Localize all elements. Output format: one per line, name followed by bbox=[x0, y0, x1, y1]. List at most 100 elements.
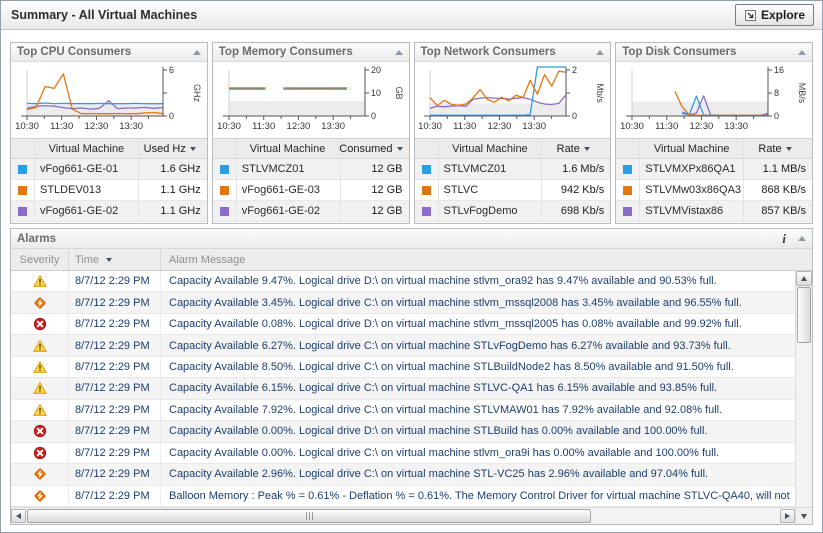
vm-name-cell: vFog661-GE-02 bbox=[237, 201, 341, 221]
horizontal-scrollbar[interactable] bbox=[11, 507, 795, 524]
vm-name-cell: STLVMw03x86QA3 bbox=[640, 180, 744, 200]
column-header-virtual-machine[interactable]: Virtual Machine bbox=[237, 139, 340, 158]
scrollbar-corner[interactable] bbox=[795, 507, 812, 524]
arrow-up-icon bbox=[801, 276, 807, 281]
svg-text:0: 0 bbox=[371, 111, 376, 121]
alarm-row[interactable]: 8/7/12 2:29 PM Capacity Available 9.47%. … bbox=[11, 271, 795, 293]
severity-cell bbox=[11, 335, 69, 356]
column-header-virtual-machine[interactable]: Virtual Machine bbox=[439, 139, 543, 158]
info-icon[interactable]: i bbox=[782, 231, 786, 246]
sort-desc-icon bbox=[785, 146, 792, 151]
consumer-panel-cpu: Top CPU Consumers 10:30 11:30 12:30 13:30 0 6 G… bbox=[10, 42, 208, 224]
alarm-row[interactable]: 8/7/12 2:29 PM Capacity Available 6.15%. … bbox=[11, 378, 795, 400]
alarm-row[interactable]: 8/7/12 2:29 PM Capacity Available 7.92%. … bbox=[11, 399, 795, 422]
series-swatch-cell bbox=[11, 180, 35, 200]
column-header-virtual-machine[interactable]: Virtual Machine bbox=[35, 139, 139, 158]
disk-chart[interactable]: 10:30 11:30 12:30 13:30 0 8 16 MB/s bbox=[618, 64, 810, 138]
series-swatch-cell bbox=[213, 201, 237, 221]
alarm-row[interactable]: 8/7/12 2:29 PM Capacity Available 8.50%. … bbox=[11, 356, 795, 379]
alarms-title: Alarms bbox=[17, 232, 56, 245]
table-row[interactable]: vFog661-GE-01 1.6 GHz bbox=[11, 159, 207, 180]
collapse-icon[interactable] bbox=[394, 49, 403, 55]
scroll-up-button[interactable] bbox=[796, 271, 812, 286]
column-header-time[interactable]: Time bbox=[69, 249, 161, 270]
alarm-row[interactable]: 8/7/12 2:29 PM Capacity Available 6.27%. … bbox=[11, 335, 795, 357]
scroll-right-button[interactable] bbox=[780, 509, 795, 523]
series-swatch-cell bbox=[415, 159, 439, 179]
column-header-severity[interactable]: Severity bbox=[11, 249, 69, 270]
collapse-icon[interactable] bbox=[192, 49, 201, 55]
explore-icon bbox=[744, 9, 756, 21]
table-row[interactable]: STLVMCZ01 12 GB bbox=[212, 159, 409, 180]
series-swatch bbox=[219, 164, 229, 174]
alarm-row[interactable]: 8/7/12 2:29 PM Capacity Available 0.00%. … bbox=[11, 421, 795, 443]
table-row[interactable]: STLDEV013 1.1 GHz bbox=[11, 180, 207, 201]
svg-text:10: 10 bbox=[371, 88, 381, 98]
series-swatch-cell bbox=[11, 159, 35, 179]
vm-name-cell: STLVMXPx86QA1 bbox=[640, 159, 744, 179]
series-swatch bbox=[421, 164, 431, 174]
sort-desc-icon bbox=[396, 146, 403, 151]
table-row[interactable]: STLVMCZ01 1.6 Mb/s bbox=[414, 159, 611, 180]
alarms-table: Severity Time Alarm Message 8/7/12 2:29 … bbox=[11, 249, 812, 524]
column-header-alarm-message[interactable]: Alarm Message bbox=[169, 253, 246, 266]
consumer-panel-memory: Top Memory Consumers 10:30 11:30 12:30 13:30… bbox=[211, 42, 410, 224]
table-row[interactable]: STLvFogDemo 698 Kb/s bbox=[414, 201, 611, 222]
vm-value-cell: 12 GB bbox=[371, 184, 403, 196]
sort-desc-icon bbox=[189, 146, 196, 151]
alarm-row[interactable]: 8/7/12 2:29 PM Balloon Memory : Peak % = … bbox=[11, 485, 795, 507]
critical-icon bbox=[33, 490, 46, 502]
alarms-table-header: Severity Time Alarm Message bbox=[11, 249, 812, 271]
chart-region: 10:30 11:30 12:30 13:30 0 2 Mb/s bbox=[415, 62, 611, 138]
svg-text:0: 0 bbox=[774, 111, 779, 121]
alarm-row[interactable]: 8/7/12 2:29 PM Capacity Available 0.08%. … bbox=[11, 313, 795, 336]
alarm-time-cell: 8/7/12 2:29 PM bbox=[69, 313, 161, 335]
vm-value-cell: 12 GB bbox=[371, 163, 403, 175]
memory-chart[interactable]: 10:30 11:30 12:30 13:30 0 10 20 GB bbox=[215, 64, 407, 138]
alarm-time-cell: 8/7/12 2:29 PM bbox=[69, 485, 161, 506]
column-header-value[interactable]: Rate bbox=[744, 139, 812, 158]
table-row[interactable]: vFog661-GE-02 1.1 GHz bbox=[11, 201, 207, 222]
scroll-left-button[interactable] bbox=[11, 509, 26, 523]
column-header-swatch bbox=[213, 139, 237, 158]
explore-button[interactable]: Explore bbox=[734, 4, 814, 26]
svg-text:12:30: 12:30 bbox=[84, 121, 108, 132]
table-row[interactable]: STLVMw03x86QA3 868 KB/s bbox=[616, 180, 812, 201]
consumer-table: Virtual Machine Used Hz vFog661-GE-01 1.6 G… bbox=[11, 138, 207, 222]
alarm-time-cell: 8/7/12 2:29 PM bbox=[69, 271, 161, 292]
vertical-scrollbar-thumb[interactable] bbox=[797, 287, 811, 343]
table-row[interactable]: STLVC 942 Kb/s bbox=[414, 180, 611, 201]
alarm-time-cell: 8/7/12 2:29 PM bbox=[69, 399, 161, 421]
panel-header: Top Network Consumers bbox=[414, 43, 611, 62]
svg-text:11:30: 11:30 bbox=[252, 121, 275, 132]
svg-text:12:30: 12:30 bbox=[690, 121, 714, 132]
sort-desc-icon bbox=[583, 146, 590, 151]
column-header-value[interactable]: Consumed bbox=[339, 139, 408, 158]
cpu-chart[interactable]: 10:30 11:30 12:30 13:30 0 6 GHz bbox=[13, 64, 205, 138]
table-row[interactable]: STLVMVistax86 857 KB/s bbox=[616, 201, 812, 222]
column-header-value[interactable]: Used Hz bbox=[139, 139, 207, 158]
table-row[interactable]: vFog661-GE-03 12 GB bbox=[212, 180, 409, 201]
network-chart[interactable]: 10:30 11:30 12:30 13:30 0 2 Mb/s bbox=[416, 64, 608, 138]
series-swatch-cell bbox=[616, 180, 641, 200]
alarm-message-cell: Capacity Available 6.15%. Logical drive … bbox=[169, 382, 718, 395]
alarm-row[interactable]: 8/7/12 2:29 PM Capacity Available 0.00%. … bbox=[11, 442, 795, 465]
alarm-time-cell: 8/7/12 2:29 PM bbox=[69, 292, 161, 313]
collapse-icon[interactable] bbox=[798, 49, 806, 55]
horizontal-scrollbar-thumb[interactable] bbox=[27, 509, 592, 523]
alarm-row[interactable]: 8/7/12 2:29 PM Capacity Available 3.45%. … bbox=[11, 292, 795, 314]
column-header-virtual-machine[interactable]: Virtual Machine bbox=[640, 139, 744, 158]
table-row[interactable]: vFog661-GE-02 12 GB bbox=[212, 201, 409, 222]
alarm-row[interactable]: 8/7/12 2:29 PM Capacity Available 2.96%. … bbox=[11, 464, 795, 486]
vm-value-cell: 942 Kb/s bbox=[560, 184, 605, 196]
collapse-icon[interactable] bbox=[596, 49, 605, 55]
vertical-scrollbar[interactable] bbox=[795, 271, 812, 507]
vm-name-cell: STLVMCZ01 bbox=[439, 159, 543, 179]
column-header-time-label: Time bbox=[75, 253, 100, 266]
series-swatch-cell bbox=[213, 159, 237, 179]
vm-value-cell: 1.6 Mb/s bbox=[562, 163, 605, 175]
table-row[interactable]: STLVMXPx86QA1 1.1 MB/s bbox=[616, 159, 812, 180]
series-swatch bbox=[623, 164, 633, 174]
collapse-icon[interactable] bbox=[798, 236, 806, 241]
column-header-value[interactable]: Rate bbox=[542, 139, 610, 158]
